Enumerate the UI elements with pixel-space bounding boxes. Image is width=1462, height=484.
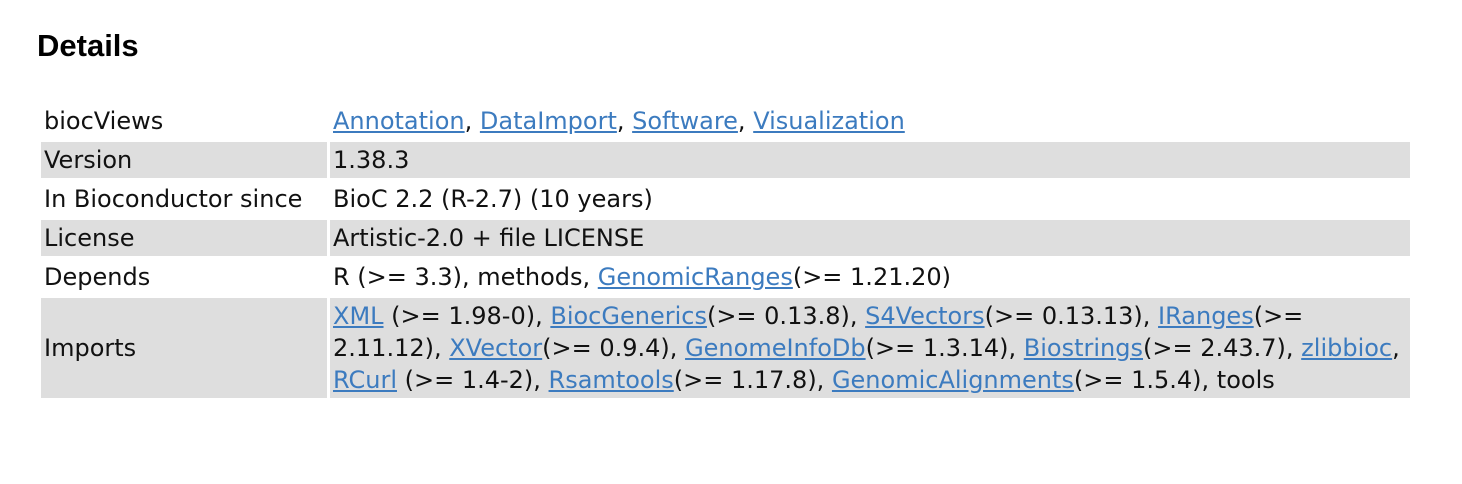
row-value: XML (>= 1.98-0), BiocGenerics(>= 0.13.8)… <box>330 298 1410 398</box>
import-link-s4vectors[interactable]: S4Vectors <box>865 302 985 330</box>
row-value: Artistic-2.0 + file LICENSE <box>330 220 1410 256</box>
import-version: (>= 2.43.7), <box>1143 334 1302 362</box>
depends-suffix: (>= 1.21.20) <box>792 263 952 291</box>
biocview-link-visualization[interactable]: Visualization <box>753 107 905 135</box>
import-version: (>= 1.5.4), tools <box>1073 366 1275 394</box>
row-depends: Depends R (>= 3.3), methods, GenomicRang… <box>41 259 1410 295</box>
details-table: biocViews Annotation, DataImport, Softwa… <box>38 100 1413 401</box>
import-version: (>= 1.3.14), <box>865 334 1024 362</box>
import-version: (>= 0.13.8), <box>706 302 866 330</box>
import-version: (>= 2.11.12), <box>333 302 1304 362</box>
import-link-zlibbioc[interactable]: zlibbioc <box>1301 334 1393 362</box>
import-link-iranges[interactable]: IRanges <box>1158 302 1254 330</box>
separator: , <box>464 107 480 135</box>
row-label: Imports <box>41 298 327 398</box>
row-imports: Imports XML (>= 1.98-0), BiocGenerics(>=… <box>41 298 1410 398</box>
import-link-genomicalignments[interactable]: GenomicAlignments <box>831 366 1074 394</box>
import-link-xvector[interactable]: XVector <box>449 334 543 362</box>
depends-link-genomicranges[interactable]: GenomicRanges <box>597 263 793 291</box>
import-link-xml[interactable]: XML <box>333 302 384 330</box>
import-version: (>= 1.98-0), <box>383 302 551 330</box>
row-biocviews: biocViews Annotation, DataImport, Softwa… <box>41 103 1410 139</box>
row-label: biocViews <box>44 107 164 135</box>
row-label: Version <box>41 142 327 178</box>
biocview-link-dataimport[interactable]: DataImport <box>479 107 617 135</box>
import-link-genomeinfodb[interactable]: GenomeInfoDb <box>685 334 866 362</box>
biocview-link-annotation[interactable]: Annotation <box>333 107 465 135</box>
row-value: R (>= 3.3), methods, GenomicRanges(>= 1.… <box>330 259 1410 295</box>
row-bioconductor-since: In Bioconductor since BioC 2.2 (R-2.7) (… <box>41 181 1410 217</box>
depends-prefix: R (>= 3.3), methods, <box>333 263 598 291</box>
import-version: , <box>1392 334 1400 362</box>
section-heading: Details <box>37 28 139 63</box>
biocview-link-software[interactable]: Software <box>632 107 738 135</box>
row-value: 1.38.3 <box>330 142 1410 178</box>
import-link-rsamtools[interactable]: Rsamtools <box>548 366 674 394</box>
import-version: (>= 1.4-2), <box>396 366 549 394</box>
import-version: (>= 0.13.13), <box>984 302 1159 330</box>
row-version: Version 1.38.3 <box>41 142 1410 178</box>
separator: , <box>737 107 754 135</box>
row-value: Annotation, DataImport, Software, Visual… <box>330 103 1410 139</box>
import-version: (>= 0.9.4), <box>542 334 686 362</box>
row-label: In Bioconductor since <box>44 185 303 213</box>
row-license: License Artistic-2.0 + file LICENSE <box>41 220 1410 256</box>
row-value: BioC 2.2 (R-2.7) (10 years) <box>333 185 653 213</box>
import-link-biocgenerics[interactable]: BiocGenerics <box>550 302 707 330</box>
separator: , <box>616 107 633 135</box>
import-version: (>= 1.17.8), <box>673 366 832 394</box>
import-link-rcurl[interactable]: RCurl <box>333 366 397 394</box>
import-link-biostrings[interactable]: Biostrings <box>1023 334 1143 362</box>
row-label: License <box>41 220 327 256</box>
row-label: Depends <box>44 263 151 291</box>
